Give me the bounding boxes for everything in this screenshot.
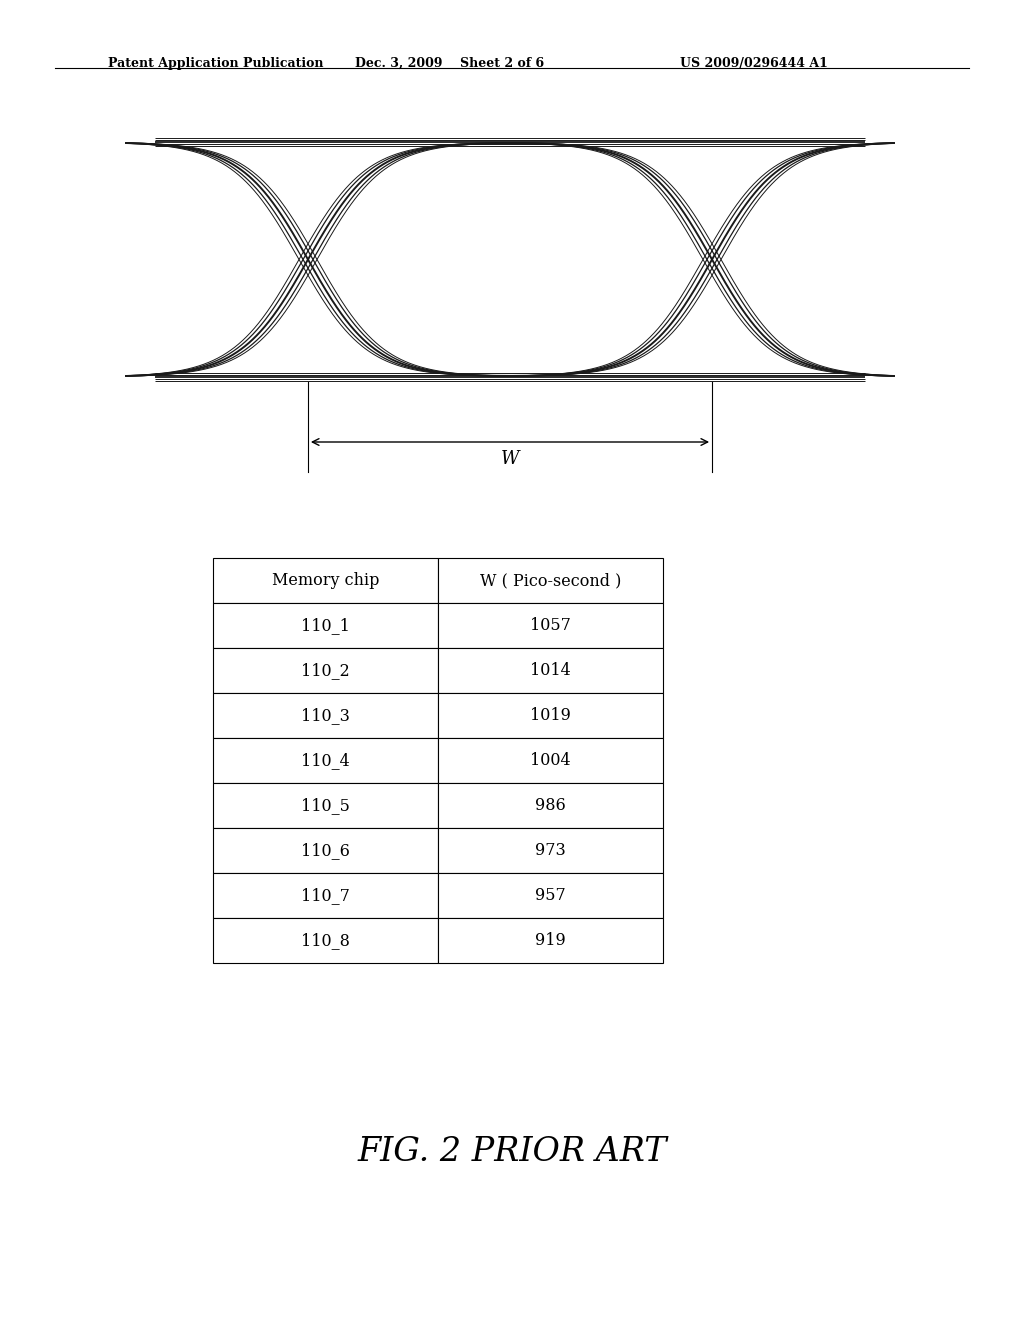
Text: Dec. 3, 2009    Sheet 2 of 6: Dec. 3, 2009 Sheet 2 of 6 [355, 57, 544, 70]
Bar [438, 603, 663, 648]
Text: US 2009/0296444 A1: US 2009/0296444 A1 [680, 57, 827, 70]
Text: 1014: 1014 [530, 663, 570, 678]
Text: 919: 919 [536, 932, 566, 949]
Text: 1057: 1057 [530, 616, 571, 634]
Bar [438, 558, 663, 603]
Text: FIG. 2 PRIOR ART: FIG. 2 PRIOR ART [357, 1137, 667, 1168]
Bar [213, 873, 438, 917]
Bar [438, 738, 663, 783]
Bar [438, 917, 663, 964]
Text: 1019: 1019 [530, 708, 571, 723]
Bar [213, 693, 438, 738]
Bar [438, 828, 663, 873]
Text: 110_1: 110_1 [301, 616, 350, 634]
Bar [438, 693, 663, 738]
Bar [213, 917, 438, 964]
Text: Patent Application Publication: Patent Application Publication [108, 57, 324, 70]
Text: 110_3: 110_3 [301, 708, 350, 723]
Bar [213, 558, 438, 603]
Bar [213, 783, 438, 828]
Text: 110_8: 110_8 [301, 932, 350, 949]
Bar [213, 828, 438, 873]
Text: W: W [501, 450, 519, 469]
Text: 110_7: 110_7 [301, 887, 350, 904]
Text: 110_4: 110_4 [301, 752, 350, 770]
Text: 110_5: 110_5 [301, 797, 350, 814]
Text: 986: 986 [536, 797, 566, 814]
Text: 973: 973 [536, 842, 566, 859]
Bar [438, 873, 663, 917]
Bar [438, 783, 663, 828]
Bar [213, 738, 438, 783]
Bar [213, 603, 438, 648]
Text: W ( Pico-second ): W ( Pico-second ) [480, 572, 622, 589]
Bar [438, 648, 663, 693]
Text: 110_2: 110_2 [301, 663, 350, 678]
Text: 1004: 1004 [530, 752, 570, 770]
Text: 957: 957 [536, 887, 566, 904]
Text: Memory chip: Memory chip [271, 572, 379, 589]
Bar [213, 648, 438, 693]
Text: 110_6: 110_6 [301, 842, 350, 859]
